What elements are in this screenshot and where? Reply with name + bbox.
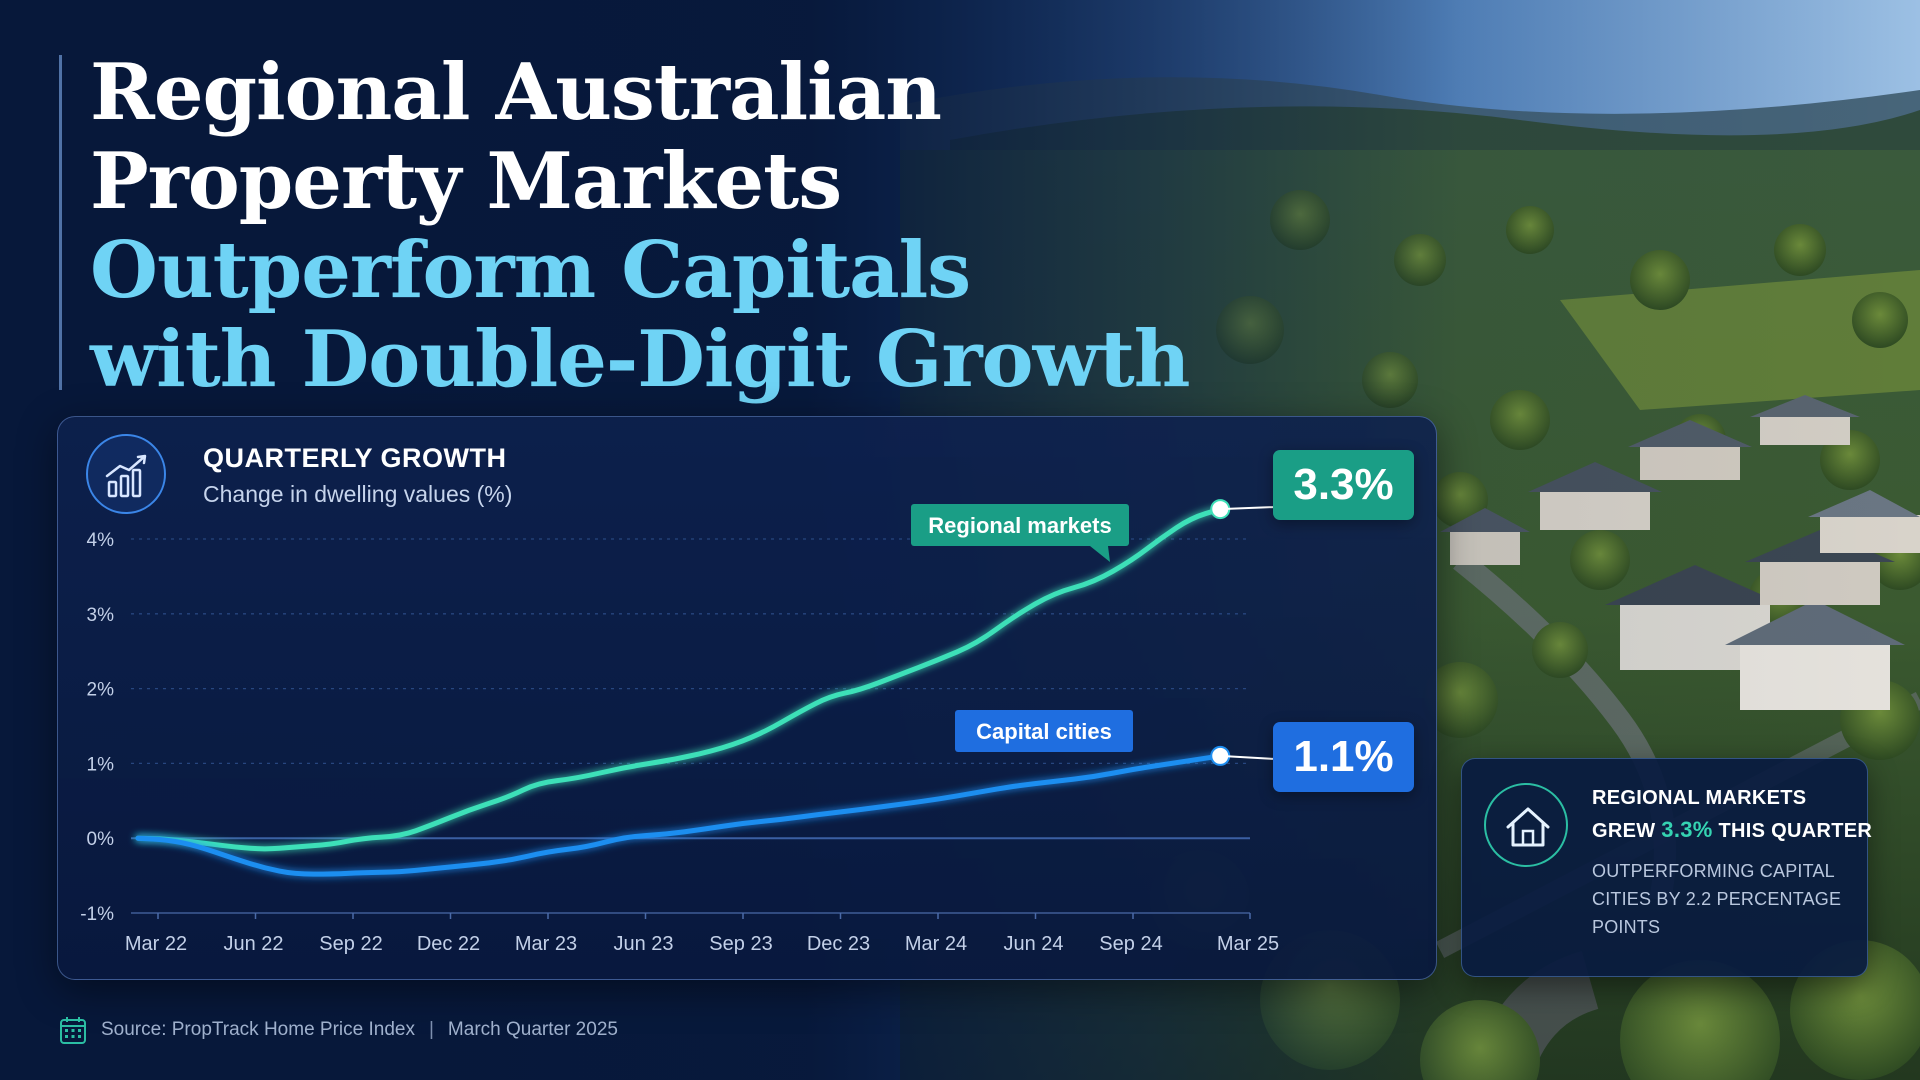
regional-end-value-badge: 3.3% (1273, 450, 1414, 520)
capital-cities-line (135, 753, 1223, 877)
title-accent-rule (59, 55, 62, 390)
footer-separator: | (428, 1019, 434, 1040)
x-tick-label: Jun 24 (1003, 933, 1063, 955)
regional-markets-label: Regional markets (911, 504, 1129, 562)
chart-axes: 4% 3% 2% 1% 0% -1% Mar 22 Jun 22 Sep 22 Dec 22 Mar… (80, 530, 1279, 955)
y-tick-label: -1% (80, 904, 114, 925)
stat-description: OUTPERFORMING CAPITAL CITIES BY 2.2 PERC… (1592, 861, 1842, 937)
stat-line-1: REGIONAL MARKETS (1592, 787, 1807, 809)
x-tick-label: Dec 22 (417, 933, 480, 955)
x-tick-label: Dec 23 (807, 933, 870, 955)
y-tick-label: 4% (87, 530, 115, 551)
bar-chart-trend-icon (86, 434, 166, 514)
stat-value: 3.3% (1661, 817, 1713, 842)
chart-panel (57, 416, 1437, 980)
chart-subheading: Change in dwelling values (%) (203, 481, 513, 507)
page-title: Regional Australian Property Markets Out… (90, 47, 1190, 405)
y-tick-label: 0% (87, 829, 115, 850)
series-label-tail (1090, 546, 1110, 562)
x-tick-label: Sep 23 (709, 933, 772, 955)
x-tick-label: Mar 23 (515, 933, 577, 955)
chart-series-labels: Regional markets Capital cities (911, 504, 1133, 752)
x-tick-label: Mar 22 (125, 933, 187, 955)
series-label-box (911, 504, 1129, 546)
source-text: Source: PropTrack Home Price Index (101, 1019, 415, 1040)
house-icon (1484, 783, 1568, 867)
capital-end-value-badge: 1.1% (1273, 722, 1414, 792)
y-tick-label: 1% (87, 754, 115, 775)
title-line-1: Regional Australian (90, 47, 942, 138)
regional-markets-line (135, 506, 1223, 852)
chart-grid (131, 538, 1250, 914)
y-tick-label: 2% (87, 680, 115, 701)
stat-line-2: GREW 3.3% THIS QUARTER (1592, 817, 1872, 843)
x-tick-label: Sep 22 (319, 933, 382, 955)
x-tick-label: Sep 24 (1099, 933, 1162, 955)
regional-connector (1220, 506, 1274, 511)
x-tick-label: Mar 25 (1217, 933, 1279, 955)
capital-connector (1220, 754, 1274, 760)
stat-prefix: GREW (1592, 820, 1656, 842)
calendar-icon (60, 1017, 86, 1044)
series-label-box (955, 710, 1133, 752)
y-tick-label: 3% (87, 605, 115, 626)
period-text: March Quarter 2025 (447, 1019, 618, 1040)
x-tick-label: Jun 23 (613, 933, 673, 955)
stat-suffix: THIS QUARTER (1718, 820, 1873, 842)
chart-heading: QUARTERLY GROWTH (203, 443, 507, 473)
capital-cities-label: Capital cities (955, 710, 1133, 752)
title-line-4: with Double-Digit Growth (90, 314, 1190, 405)
series-label-text: Regional markets (928, 513, 1111, 538)
x-tick-label: Jun 22 (223, 933, 283, 955)
title-line-2: Property Markets (90, 136, 842, 227)
series-label-text: Capital cities (976, 719, 1112, 744)
chart-series (135, 499, 1274, 877)
x-tick-label: Mar 24 (905, 933, 967, 955)
title-line-3: Outperform Capitals (90, 225, 971, 316)
footer: Source: PropTrack Home Price Index | March… (101, 1019, 618, 1041)
